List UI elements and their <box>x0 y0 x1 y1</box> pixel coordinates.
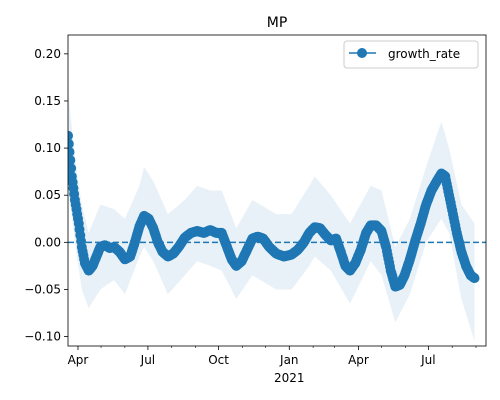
y-tick-label: 0.20 <box>34 47 61 61</box>
data-point <box>68 147 75 157</box>
data-point <box>68 138 74 149</box>
y-tick-label: 0.10 <box>34 141 61 155</box>
legend-marker-icon <box>357 48 367 58</box>
x-tick-label: Jul <box>140 353 155 367</box>
y-tick-label: 0.05 <box>34 188 61 202</box>
data-point <box>469 273 480 284</box>
plot-area <box>68 89 486 342</box>
legend-frame <box>343 40 479 69</box>
y-tick-label: 0.00 <box>34 235 61 249</box>
y-tick-label: −0.10 <box>24 330 61 344</box>
series-markers-growth-rate <box>68 130 480 292</box>
legend-label-growth-rate: growth_rate <box>388 47 460 61</box>
x-tick-label: Jul <box>420 353 435 367</box>
data-point <box>68 130 73 141</box>
plot-clip-group <box>68 89 486 342</box>
legend: growth_rate <box>343 40 479 69</box>
x-tick-label: Apr <box>68 353 89 367</box>
data-point <box>68 163 77 174</box>
x-tick-year-label: 2021 <box>274 371 305 385</box>
x-tick-label: Apr <box>348 353 369 367</box>
chart-title: MP <box>267 15 288 31</box>
data-point <box>68 155 76 166</box>
y-tick-label: 0.15 <box>34 94 61 108</box>
axes-frame <box>67 34 487 347</box>
x-tick-label: Oct <box>208 353 229 367</box>
x-tick-label: Jan <box>279 353 299 367</box>
y-tick-label: −0.05 <box>24 282 61 296</box>
axes: −0.10 −0.05 0.00 0.05 0.10 0.15 0.20 Apr Jul Oct J… <box>24 34 487 385</box>
confidence-band <box>68 89 475 342</box>
